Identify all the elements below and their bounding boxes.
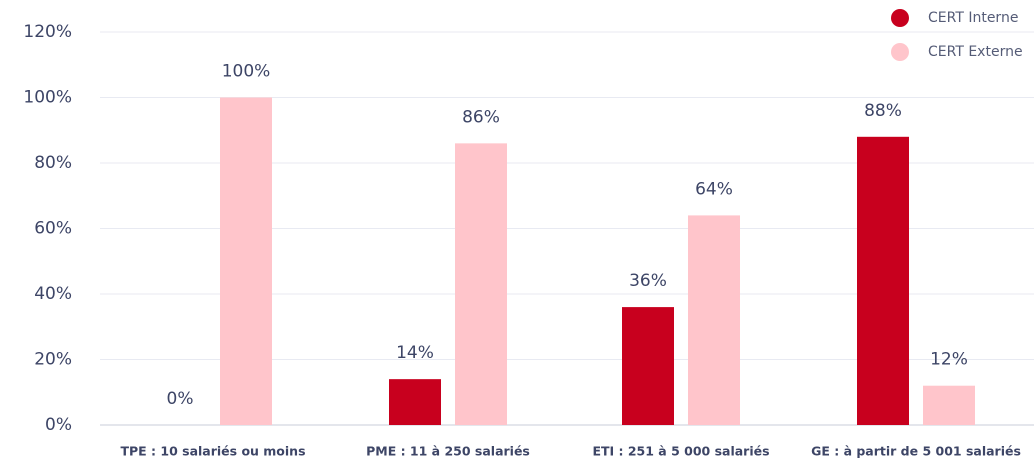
legend-marker: [891, 9, 909, 27]
data-label: 64%: [695, 179, 733, 199]
data-label: 14%: [396, 343, 434, 363]
y-tick-label: 60%: [34, 219, 72, 239]
x-tick-label: TPE : 10 salariés ou moins: [120, 444, 305, 459]
data-label: 12%: [930, 350, 968, 370]
bar: [220, 97, 272, 425]
data-label: 88%: [864, 101, 902, 121]
x-tick-label: GE : à partir de 5 001 salariés: [811, 444, 1021, 459]
x-tick-label: ETI : 251 à 5 000 salariés: [592, 444, 769, 459]
data-label: 86%: [462, 107, 500, 127]
bar: [389, 379, 441, 425]
y-tick-label: 40%: [34, 284, 72, 304]
data-label: 0%: [167, 389, 194, 409]
legend-label: CERT Interne: [928, 10, 1018, 26]
y-tick-label: 100%: [23, 88, 72, 108]
bar: [857, 136, 909, 426]
y-tick-label: 80%: [34, 153, 72, 173]
y-tick-label: 20%: [34, 350, 72, 370]
y-tick-label: 0%: [45, 415, 72, 435]
y-tick-label: 120%: [23, 22, 72, 42]
legend-label: CERT Externe: [928, 44, 1023, 60]
bar: [622, 307, 674, 425]
x-tick-label: PME : 11 à 250 salariés: [366, 444, 530, 459]
legend-marker: [891, 43, 909, 61]
data-label: 100%: [222, 62, 271, 82]
data-label: 36%: [629, 271, 667, 291]
bar: [923, 385, 975, 425]
bar: [455, 143, 507, 425]
bar: [688, 215, 740, 425]
